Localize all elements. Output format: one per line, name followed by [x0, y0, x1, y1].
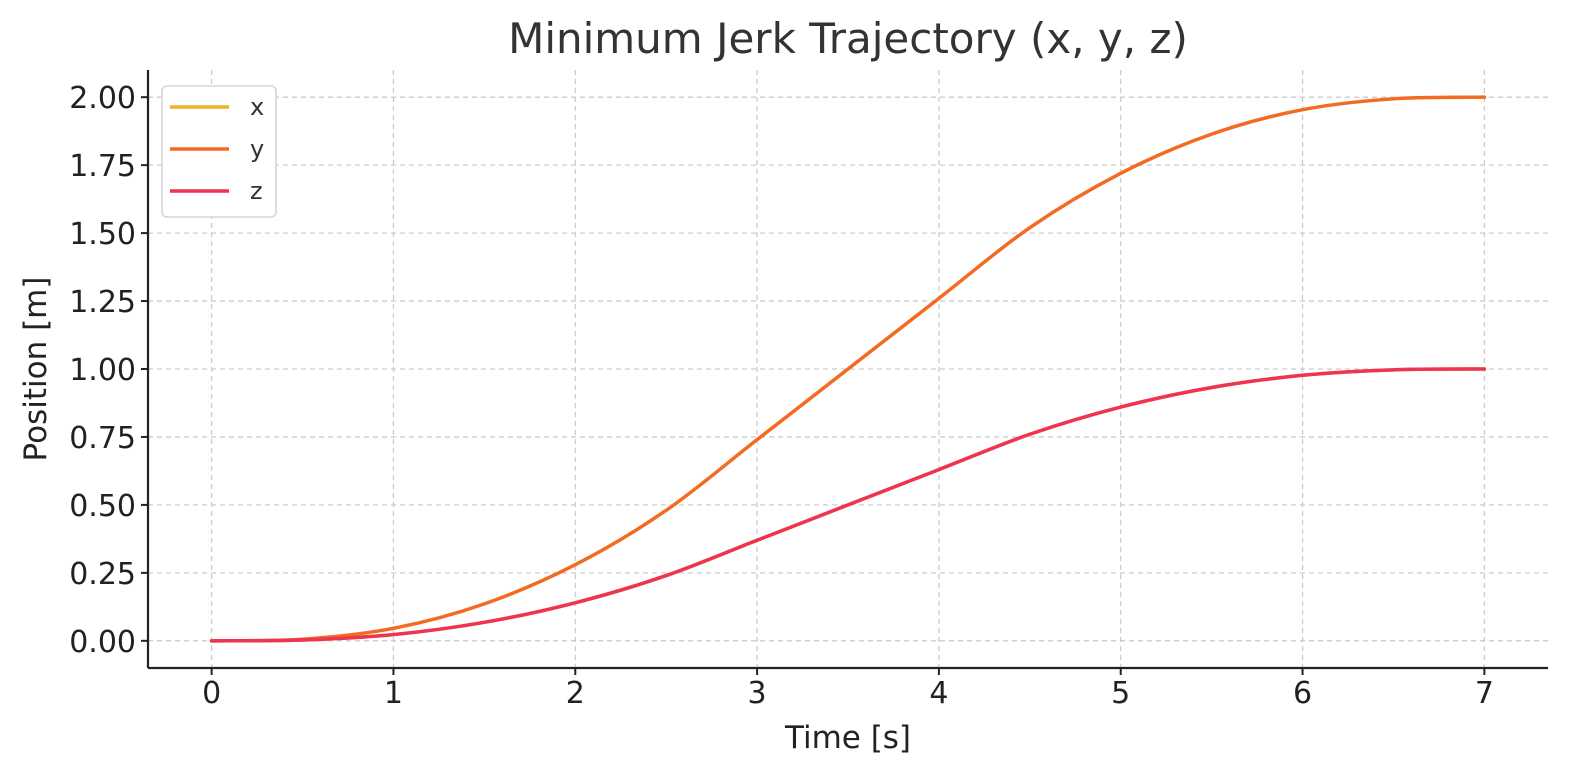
- x-tick-label: 2: [566, 676, 585, 711]
- series-layer: [209, 95, 1487, 643]
- y-tick-label: 2.00: [69, 81, 136, 116]
- y-tick-label: 1.25: [69, 285, 136, 320]
- ticks-layer: 0 1 2 3 4 5 6 7 0.00 0.25 0.50 0.75 1.00 1.25 1.50 1.75…: [69, 81, 1494, 711]
- legend-box: [161, 85, 277, 218]
- y-tick-label: 1.75: [69, 149, 136, 184]
- x-axis-label: Time [s]: [784, 720, 911, 756]
- x-tick-label: 4: [929, 676, 948, 711]
- x-tick-label: 5: [1111, 676, 1130, 711]
- legend-label-z: z: [250, 177, 263, 205]
- chart-title: Minimum Jerk Trajectory (x, y, z): [508, 14, 1188, 63]
- x-tick-label: 0: [202, 676, 221, 711]
- y-tick-label: 0.50: [69, 489, 136, 524]
- legend-label-y: y: [250, 135, 264, 163]
- x-tick-label: 7: [1475, 676, 1494, 711]
- y-tick-label: 1.50: [69, 217, 136, 252]
- legend: xyz: [161, 85, 277, 218]
- legend-label-x: x: [250, 93, 264, 121]
- y-tick-label: 0.25: [69, 557, 136, 592]
- y-tick-label: 1.00: [69, 353, 136, 388]
- y-axis-label: Position [m]: [18, 277, 54, 462]
- x-tick-label: 6: [1293, 676, 1312, 711]
- x-tick-label: 3: [748, 676, 767, 711]
- series-line-z: [209, 367, 1487, 643]
- x-tick-label: 1: [384, 676, 403, 711]
- y-tick-label: 0.00: [69, 625, 136, 660]
- grid-layer: [148, 70, 1548, 668]
- y-tick-label: 0.75: [69, 421, 136, 456]
- series-line-y: [209, 95, 1487, 643]
